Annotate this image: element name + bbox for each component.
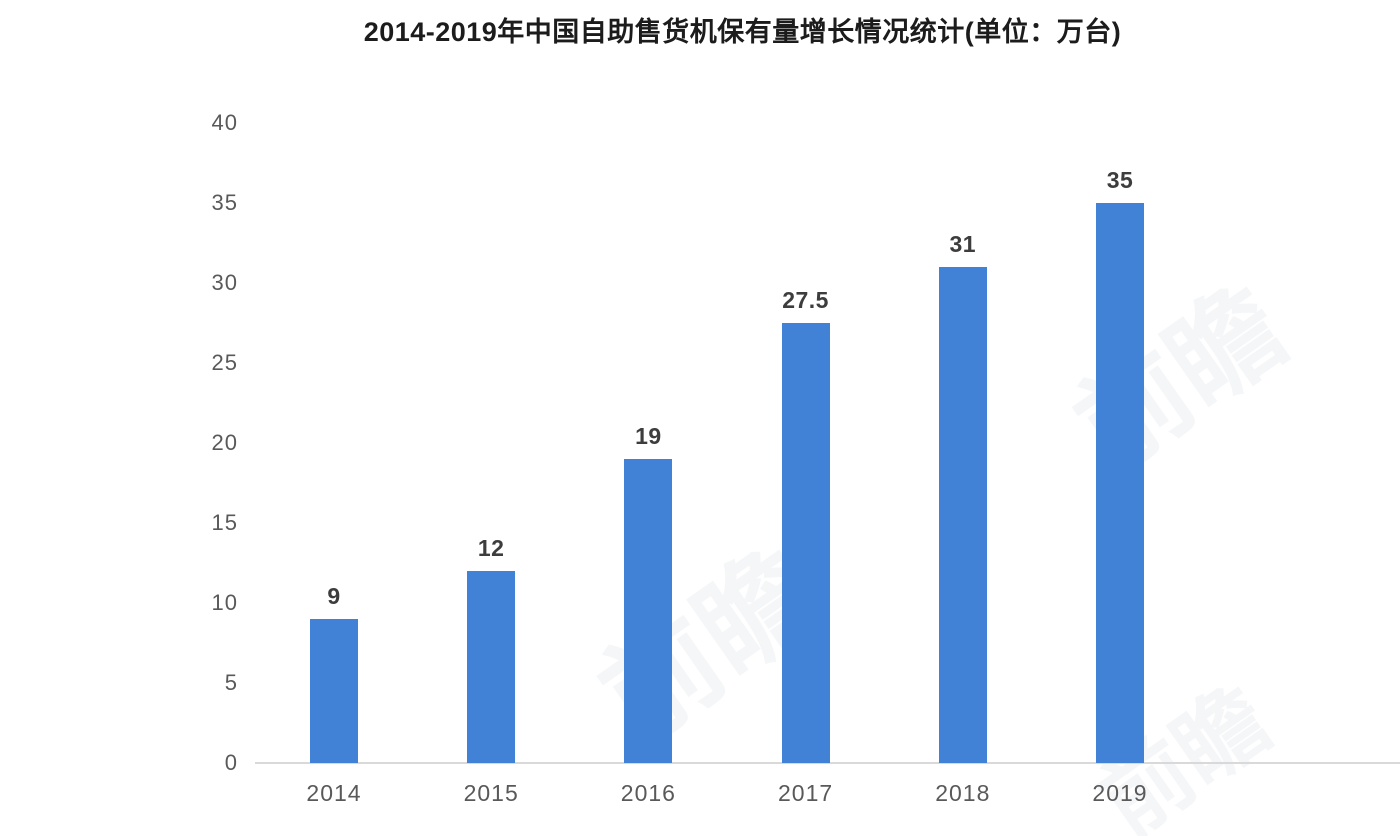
y-axis-tick-label: 15 [211,510,238,535]
y-axis-tick-label: 40 [211,110,238,135]
bar-value-label: 12 [477,535,505,561]
bar-2016 [624,459,673,763]
bar-2018 [938,267,987,763]
bar-value-label: 31 [949,231,977,257]
bar-2014 [310,619,358,763]
y-axis-tick-label: 0 [224,750,238,775]
y-axis-tick-label: 20 [211,430,238,455]
bar-value-label: 19 [635,423,662,449]
x-axis-tick-label: 2018 [935,780,991,806]
x-axis-tick-label: 2016 [620,780,676,806]
x-axis-line [255,762,1400,764]
y-axis-tick-label: 25 [211,350,238,375]
x-axis-tick-label: 2019 [1092,780,1148,806]
x-axis-tick-label: 2014 [306,780,362,806]
bar-value-label: 35 [1106,167,1134,193]
y-axis-tick-label: 30 [211,270,238,295]
x-axis-tick-label: 2015 [463,780,519,806]
x-axis-tick-label: 2017 [778,780,834,806]
y-axis-tick-label: 35 [211,190,238,215]
bar-2017 [781,323,830,763]
y-axis-tick-label: 5 [224,670,238,695]
bar-value-label: 9 [327,583,341,609]
watermark: 前瞻 [1055,265,1307,493]
bar-value-label: 27.5 [782,287,829,313]
chart-title: 2014-2019年中国自助售货机保有量增长情况统计(单位：万台) [363,17,1122,47]
bar-2019 [1096,203,1144,763]
y-axis-tick-label: 10 [211,590,238,615]
bar-2015 [467,571,516,763]
